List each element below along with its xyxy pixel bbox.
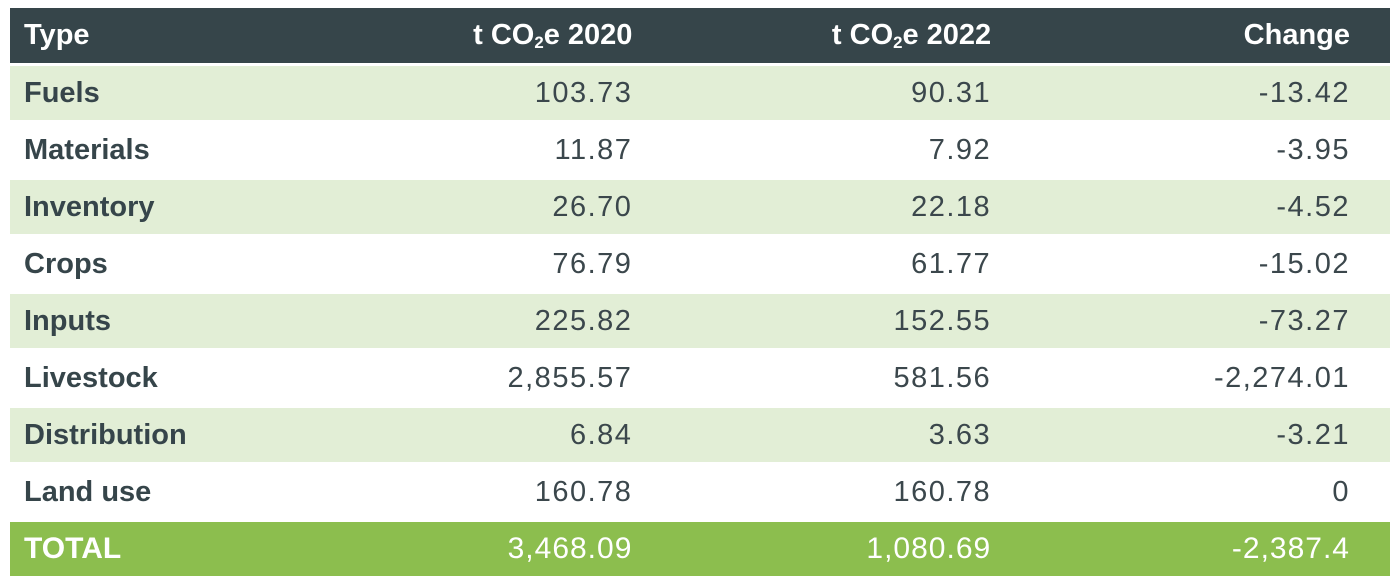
change-cell: -15.02	[1031, 237, 1390, 291]
header-2022-subscript: 2	[893, 33, 903, 53]
change-cell: -3.95	[1031, 123, 1390, 177]
value-2022-cell: 581.56	[672, 351, 1032, 405]
change-cell: -3.21	[1031, 408, 1390, 462]
emissions-table: Type t CO2e 2020 t CO2e 2022 Change Fuel…	[10, 5, 1390, 579]
type-cell: Fuels	[10, 66, 314, 120]
header-2020-prefix: t CO	[473, 19, 535, 51]
total-2020-cell: 3,468.09	[313, 522, 673, 576]
value-2022-cell: 152.55	[672, 294, 1032, 348]
value-2020-cell: 6.84	[313, 408, 673, 462]
change-cell: -13.42	[1031, 66, 1390, 120]
header-2020-suffix: e 2020	[543, 19, 633, 51]
column-header-tco2e-2022: t CO2e 2022	[672, 8, 1032, 63]
change-cell: -73.27	[1031, 294, 1390, 348]
type-cell: Materials	[10, 123, 314, 177]
value-2022-cell: 160.78	[672, 465, 1032, 519]
value-2020-cell: 76.79	[313, 237, 673, 291]
total-label-cell: TOTAL	[10, 522, 314, 576]
total-row: TOTAL 3,468.09 1,080.69 -2,387.4	[10, 522, 1390, 576]
header-row: Type t CO2e 2020 t CO2e 2022 Change	[10, 8, 1390, 63]
value-2022-cell: 61.77	[672, 237, 1032, 291]
table-row-inventory: Inventory 26.70 22.18 -4.52	[10, 180, 1390, 234]
header-2022-suffix: e 2022	[902, 19, 992, 51]
change-cell: 0	[1031, 465, 1390, 519]
type-cell: Inventory	[10, 180, 314, 234]
column-header-change: Change	[1031, 8, 1390, 63]
table-row-crops: Crops 76.79 61.77 -15.02	[10, 237, 1390, 291]
table-row-materials: Materials 11.87 7.92 -3.95	[10, 123, 1390, 177]
type-cell: Distribution	[10, 408, 314, 462]
value-2020-cell: 26.70	[313, 180, 673, 234]
value-2022-cell: 3.63	[672, 408, 1032, 462]
table-row-fuels: Fuels 103.73 90.31 -13.42	[10, 66, 1390, 120]
value-2020-cell: 2,855.57	[313, 351, 673, 405]
value-2020-cell: 103.73	[313, 66, 673, 120]
value-2020-cell: 225.82	[313, 294, 673, 348]
change-cell: -4.52	[1031, 180, 1390, 234]
type-cell: Crops	[10, 237, 314, 291]
value-2022-cell: 7.92	[672, 123, 1032, 177]
total-2022-cell: 1,080.69	[672, 522, 1032, 576]
value-2022-cell: 90.31	[672, 66, 1032, 120]
total-change-cell: -2,387.4	[1031, 522, 1390, 576]
header-2020-subscript: 2	[534, 33, 544, 53]
table-row-distribution: Distribution 6.84 3.63 -3.21	[10, 408, 1390, 462]
table-row-livestock: Livestock 2,855.57 581.56 -2,274.01	[10, 351, 1390, 405]
column-header-tco2e-2020: t CO2e 2020	[313, 8, 673, 63]
type-cell: Livestock	[10, 351, 314, 405]
column-header-type: Type	[10, 8, 314, 63]
type-cell: Land use	[10, 465, 314, 519]
value-2020-cell: 11.87	[313, 123, 673, 177]
header-2022-prefix: t CO	[831, 19, 894, 51]
value-2020-cell: 160.78	[313, 465, 673, 519]
table-row-inputs: Inputs 225.82 152.55 -73.27	[10, 294, 1390, 348]
value-2022-cell: 22.18	[672, 180, 1032, 234]
table-row-land-use: Land use 160.78 160.78 0	[10, 465, 1390, 519]
change-cell: -2,274.01	[1031, 351, 1390, 405]
type-cell: Inputs	[10, 294, 314, 348]
